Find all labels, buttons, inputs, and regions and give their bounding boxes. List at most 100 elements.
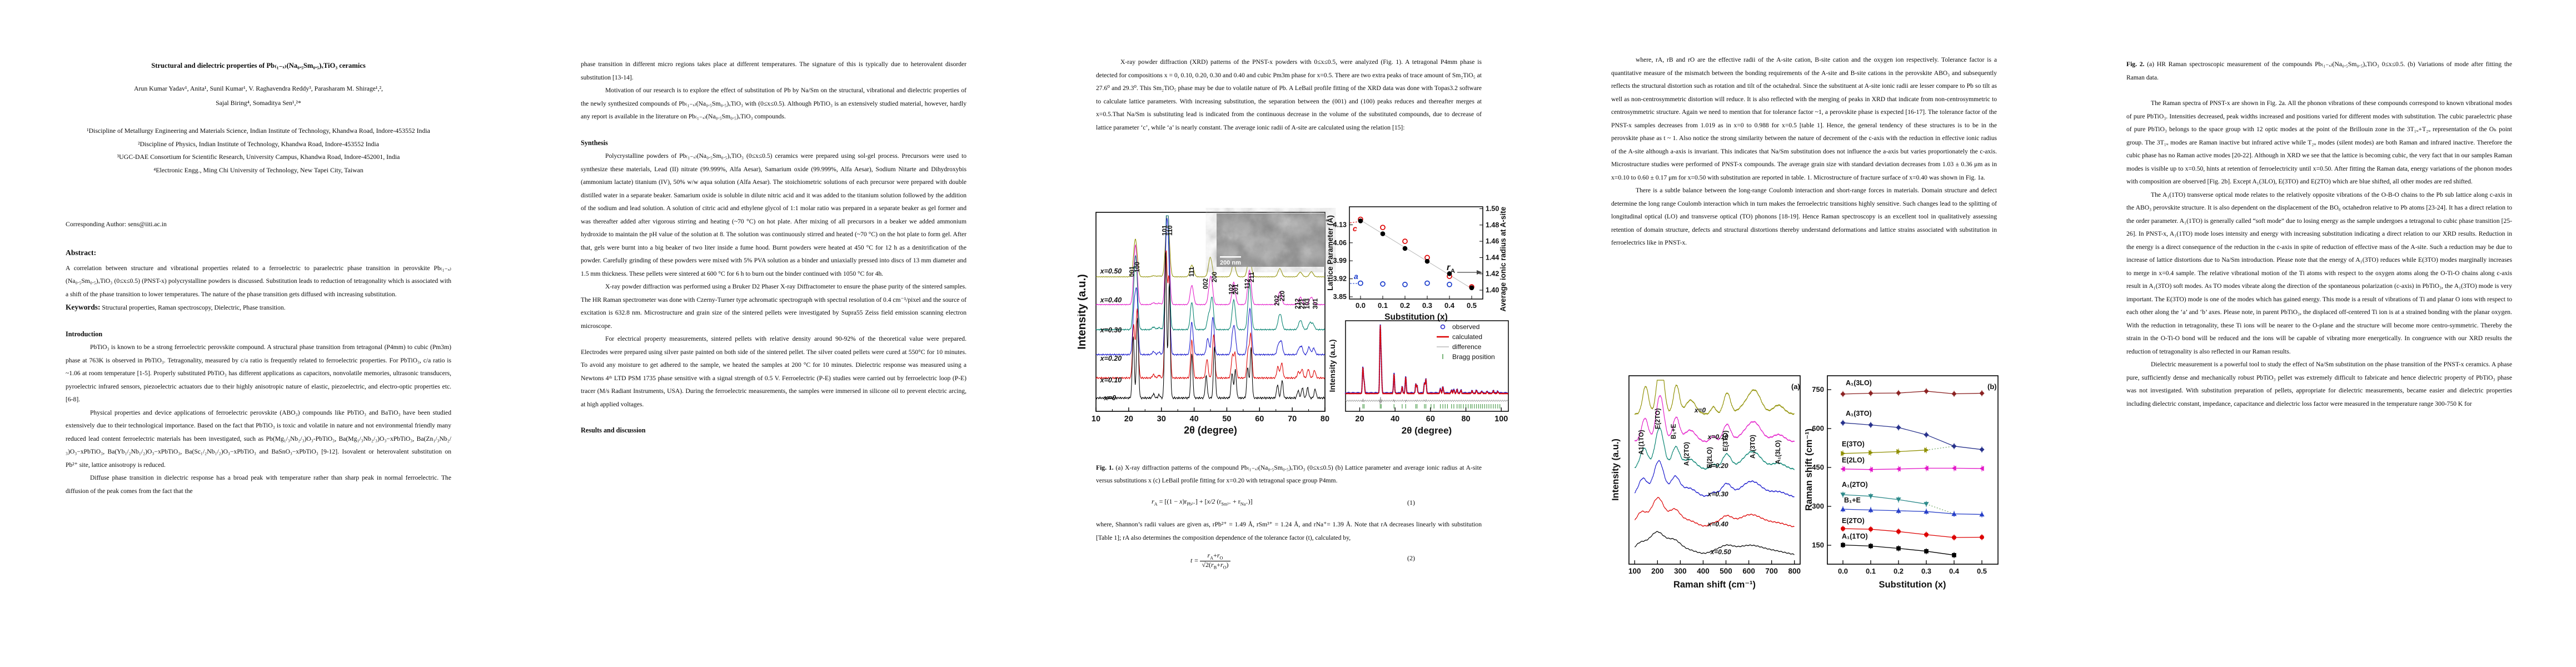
eq2-var: r bbox=[1217, 551, 1220, 559]
svg-text:Intensity (a.u.): Intensity (a.u.) bbox=[1078, 274, 1088, 350]
svg-text:Bragg position: Bragg position bbox=[1452, 353, 1495, 361]
svg-text:3.99: 3.99 bbox=[1333, 257, 1347, 265]
page-1: Structural and dielectric properties of … bbox=[0, 0, 515, 667]
sem-inset: 200 nm bbox=[1214, 212, 1326, 267]
svg-text:difference: difference bbox=[1452, 343, 1482, 351]
svg-text:(a): (a) bbox=[1791, 382, 1800, 391]
svg-text:111: 111 bbox=[1189, 266, 1195, 277]
svg-text:0.5: 0.5 bbox=[1977, 567, 1987, 575]
svg-text:0.5: 0.5 bbox=[1467, 301, 1477, 310]
eq1-sub: Na⁺ bbox=[1240, 501, 1248, 506]
affiliation-3: ³UGC-DAE Consortium for Scientific Resea… bbox=[117, 153, 400, 161]
figure-1-caption-text: (a) X-ray diffraction patterns of the co… bbox=[1096, 464, 1482, 485]
svg-text:0.0: 0.0 bbox=[1838, 567, 1848, 575]
svg-text:x=0.50: x=0.50 bbox=[1710, 548, 1731, 556]
svg-text:800: 800 bbox=[1788, 567, 1801, 575]
eq2-text: ) bbox=[1226, 560, 1229, 569]
svg-text:Substitution (x): Substitution (x) bbox=[1384, 312, 1448, 322]
figure-2-raman-spectra-and-modes: 100 200 300 400 500 600 700 800 Raman shift (cm⁻… bbox=[1611, 375, 1999, 590]
affiliation-4: ⁴Electronic Engg., Ming Chi University o… bbox=[153, 166, 363, 174]
figure-1-xrd-lattice-lebail: 10 20 30 40 50 60 70 80 2θ (degree) Intensity (a.… bbox=[1078, 205, 1509, 436]
svg-text:x=0.10: x=0.10 bbox=[1100, 376, 1122, 384]
svg-text:A₁(2TO): A₁(2TO) bbox=[1683, 442, 1690, 466]
affiliation-1: ¹Discipline of Metallurgy Engineering an… bbox=[87, 127, 430, 135]
svg-text:Lattice Parameter (Å): Lattice Parameter (Å) bbox=[1326, 215, 1334, 291]
paragraph: PbTiO₃ is known to be a strong ferroelec… bbox=[66, 344, 451, 403]
eq1-sub: Pb²⁺ bbox=[1187, 501, 1195, 506]
svg-text:x=0.20: x=0.20 bbox=[1100, 355, 1122, 362]
svg-text:30: 30 bbox=[1157, 415, 1166, 424]
paragraph: phase transition in different micro regi… bbox=[581, 61, 966, 81]
svg-text:60: 60 bbox=[1255, 415, 1264, 424]
svg-text:600: 600 bbox=[1742, 567, 1755, 575]
synthesis-heading: Synthesis bbox=[581, 138, 608, 147]
keywords-text: Structural properties, Raman spectroscop… bbox=[100, 304, 286, 311]
svg-text:r: r bbox=[1447, 263, 1451, 272]
introduction-heading: Introduction bbox=[66, 330, 103, 338]
svg-text:a: a bbox=[1354, 272, 1358, 281]
figure-2-label: Fig. 2. bbox=[2126, 61, 2145, 68]
eq1-text: (r bbox=[1215, 497, 1222, 505]
svg-text:Raman shift (cm⁻¹): Raman shift (cm⁻¹) bbox=[1673, 580, 1756, 590]
svg-text:x=0.30: x=0.30 bbox=[1707, 490, 1728, 498]
svg-text:20: 20 bbox=[1355, 415, 1364, 424]
svg-text:1.50: 1.50 bbox=[1486, 205, 1499, 213]
svg-text:E(2TO): E(2TO) bbox=[1842, 517, 1865, 525]
svg-text:0.1: 0.1 bbox=[1866, 567, 1876, 575]
svg-text:221: 221 bbox=[1299, 298, 1306, 309]
authors-line-2: Sajal Biring⁴, Somaditya Sen¹,²* bbox=[216, 99, 301, 107]
equation-1-number: (1) bbox=[1407, 498, 1415, 506]
svg-text:80: 80 bbox=[1321, 415, 1329, 424]
equation-1: rA = [(1 − x)rPb²⁺] + [x/2 (rSm³⁺ + rNa⁺… bbox=[1096, 495, 1482, 512]
page1-body: Abstract: A correlation between structur… bbox=[66, 246, 451, 497]
svg-text:0.0: 0.0 bbox=[1356, 301, 1366, 310]
eq1-sub: A bbox=[1154, 501, 1158, 506]
svg-text:50: 50 bbox=[1222, 415, 1231, 424]
eq2-var: r bbox=[1220, 560, 1223, 569]
eq1-fraction: x/2 bbox=[1207, 497, 1215, 505]
svg-text:x=0.40: x=0.40 bbox=[1707, 520, 1728, 528]
eq2-lhs: t = bbox=[1190, 556, 1200, 564]
figure-2-caption: Fig. 2. (a) HR Raman spectroscopic measu… bbox=[2126, 58, 2512, 84]
paragraph: where, rA, rB and rO are the effective r… bbox=[1611, 56, 1997, 181]
svg-text:c: c bbox=[1353, 224, 1357, 233]
svg-text:B₁+E: B₁+E bbox=[1671, 424, 1677, 439]
svg-text:3.92: 3.92 bbox=[1333, 275, 1347, 283]
eq1-text: = [(1 − bbox=[1157, 497, 1180, 505]
svg-text:0.3: 0.3 bbox=[1422, 301, 1432, 310]
eq2-sub: A bbox=[1210, 555, 1214, 561]
page-4: where, rA, rB and rO are the effective r… bbox=[1546, 0, 2061, 667]
svg-text:450: 450 bbox=[1812, 463, 1824, 471]
paragraph: For electrical property measurements, si… bbox=[581, 335, 966, 408]
svg-text:1.42: 1.42 bbox=[1486, 270, 1499, 278]
paragraph: Motivation of our research is to explore… bbox=[581, 87, 966, 120]
results-heading: Results and discussion bbox=[581, 426, 646, 434]
svg-text:002: 002 bbox=[1203, 278, 1209, 289]
abstract-heading: Abstract: bbox=[66, 248, 97, 257]
figure-2-caption-text: (a) HR Raman spectroscopic measurement o… bbox=[2126, 61, 2512, 81]
svg-text:202: 202 bbox=[1274, 295, 1280, 306]
svg-text:700: 700 bbox=[1765, 567, 1778, 575]
svg-text:(b): (b) bbox=[1987, 382, 1997, 391]
svg-text:20: 20 bbox=[1124, 415, 1133, 424]
figure-1-label: Fig. 1. bbox=[1096, 464, 1114, 471]
svg-text:calculated: calculated bbox=[1452, 333, 1482, 341]
affiliations: ¹Discipline of Metallurgy Engineering an… bbox=[66, 125, 451, 177]
svg-text:40: 40 bbox=[1391, 415, 1399, 424]
svg-text:110: 110 bbox=[1167, 225, 1174, 236]
svg-text:A₁(3TO): A₁(3TO) bbox=[1750, 435, 1757, 459]
svg-text:112: 112 bbox=[1244, 278, 1251, 289]
eq2-fraction: rA+rO √2(rB+rO) bbox=[1200, 551, 1230, 570]
svg-text:x=0.50: x=0.50 bbox=[1100, 267, 1122, 275]
paper-title: Structural and dielectric properties of … bbox=[151, 62, 366, 69]
svg-text:10: 10 bbox=[1092, 415, 1100, 424]
svg-text:E(2TO): E(2TO) bbox=[1655, 408, 1661, 429]
svg-text:80: 80 bbox=[1461, 415, 1470, 424]
svg-text:1.48: 1.48 bbox=[1486, 221, 1499, 229]
svg-text:102: 102 bbox=[1229, 284, 1235, 295]
svg-text:220: 220 bbox=[1279, 291, 1286, 301]
figure-1-caption: Fig. 1. (a) X-ray diffraction patterns o… bbox=[1096, 461, 1482, 487]
svg-text:A₁(3LO): A₁(3LO) bbox=[1775, 440, 1782, 464]
svg-text:100: 100 bbox=[1628, 567, 1641, 575]
svg-text:E(3TO): E(3TO) bbox=[1842, 440, 1865, 448]
